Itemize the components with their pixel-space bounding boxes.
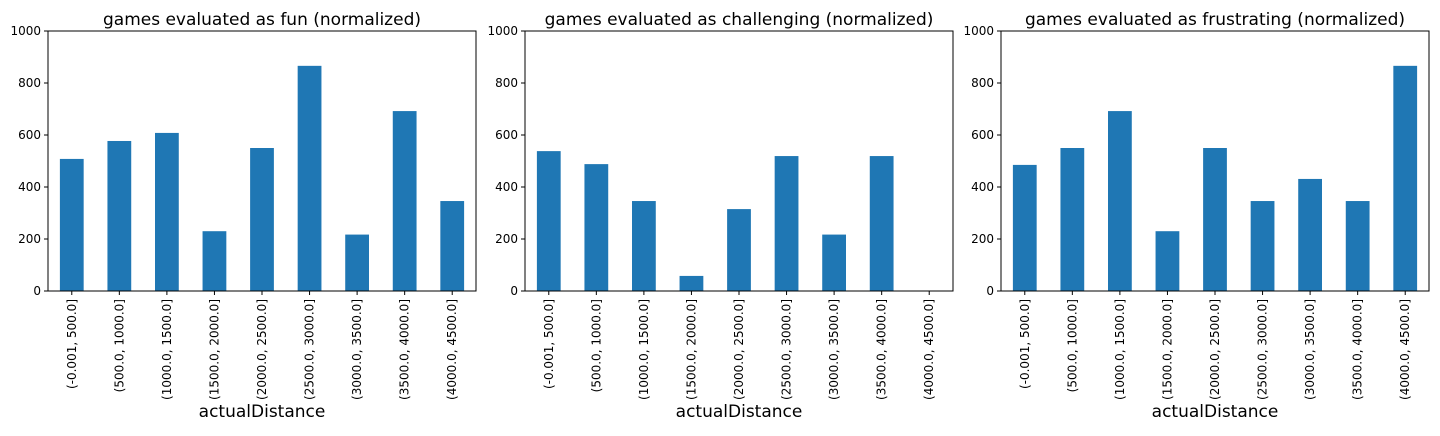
chart-title: games evaluated as fun (normalized) [103,10,421,30]
x-tick-label: (-0.001, 500.0] [542,299,556,389]
y-tick-label: 400 [18,180,41,194]
x-tick-label: (-0.001, 500.0] [1018,299,1032,389]
x-tick-label: (2000.0, 2500.0] [255,299,269,400]
x-tick-label: (500.0, 1000.0] [1065,299,1079,392]
bar-7 [1298,178,1322,291]
y-tick-label: 600 [971,128,994,142]
x-tick-label: (3000.0, 3500.0] [350,299,364,400]
plot-frame [1000,30,1430,292]
x-tick-label: (-0.001, 500.0] [65,299,79,389]
bar-2 [107,140,132,291]
x-tick-label: (4000.0, 4500.0] [1398,299,1412,400]
bar-5 [250,148,274,291]
x-tick-label: (1500.0, 2000.0] [684,299,698,400]
bar-5 [727,209,751,291]
y-tick-label: 800 [971,76,994,90]
bar-1 [1012,164,1037,291]
plot-frame [524,30,954,292]
bar-9 [1393,65,1418,291]
bar-2 [1060,148,1085,291]
x-tick-label: (3000.0, 3500.0] [827,299,841,400]
chart-panel-3: games evaluated as frustrating (normaliz… [963,10,1430,422]
bar-6 [774,156,799,291]
x-tick-label: (3500.0, 4000.0] [1351,299,1365,400]
x-tick-label: (4000.0, 4500.0] [445,299,459,400]
y-tick-label: 400 [495,180,518,194]
y-tick-label: 800 [18,76,41,90]
x-tick-label: (1500.0, 2000.0] [207,299,221,400]
x-tick-label: (1000.0, 1500.0] [637,299,651,400]
x-axis-label: actualDistance [676,402,803,422]
x-tick-label: (2000.0, 2500.0] [732,299,746,400]
bar-1 [536,151,561,291]
bar-3 [632,201,656,291]
bar-4 [202,231,227,291]
x-tick-label: (2500.0, 3000.0] [1256,299,1270,400]
bar-6 [1250,201,1275,291]
chart-panel-2: games evaluated as challenging (normaliz… [487,10,954,422]
bar-8 [1345,201,1370,291]
bar-8 [869,156,894,291]
bar-2 [584,164,609,291]
x-tick-label: (2500.0, 3000.0] [303,299,317,400]
y-tick-label: 600 [495,128,518,142]
bar-9 [440,201,465,291]
y-tick-label: 0 [986,284,994,298]
y-tick-label: 0 [510,284,518,298]
y-tick-label: 800 [495,76,518,90]
y-tick-label: 200 [18,232,41,246]
chart-title: games evaluated as frustrating (normaliz… [1025,10,1405,30]
y-tick-label: 1000 [487,24,518,38]
y-tick-label: 400 [971,180,994,194]
bar-7 [822,234,846,291]
bar-5 [1203,148,1227,291]
x-tick-label: (3500.0, 4000.0] [398,299,412,400]
y-tick-label: 0 [33,284,41,298]
bar-3 [1108,111,1132,291]
bar-1 [59,158,84,291]
x-axis-label: actualDistance [199,402,326,422]
x-tick-label: (2500.0, 3000.0] [780,299,794,400]
x-tick-label: (500.0, 1000.0] [589,299,603,392]
x-tick-label: (1000.0, 1500.0] [160,299,174,400]
x-tick-label: (3500.0, 4000.0] [875,299,889,400]
bar-3 [155,132,179,291]
x-tick-label: (1500.0, 2000.0] [1160,299,1174,400]
x-tick-label: (2000.0, 2500.0] [1208,299,1222,400]
x-axis-label: actualDistance [1152,402,1279,422]
chart-panel-1: games evaluated as fun (normalized) 0 200 4… [10,10,477,422]
bar-7 [345,234,369,291]
y-tick-label: 200 [495,232,518,246]
bar-4 [679,275,704,291]
y-tick-label: 1000 [963,24,994,38]
bar-8 [392,111,417,291]
x-tick-label: (4000.0, 4500.0] [922,299,936,400]
bar-4 [1155,231,1180,291]
chart-title: games evaluated as challenging (normaliz… [545,10,934,30]
bar-6 [297,65,322,291]
plot-frame [47,30,477,292]
y-tick-label: 1000 [10,24,41,38]
x-tick-label: (500.0, 1000.0] [112,299,126,392]
y-tick-label: 200 [971,232,994,246]
x-tick-label: (3000.0, 3500.0] [1303,299,1317,400]
y-tick-label: 600 [18,128,41,142]
x-tick-label: (1000.0, 1500.0] [1113,299,1127,400]
